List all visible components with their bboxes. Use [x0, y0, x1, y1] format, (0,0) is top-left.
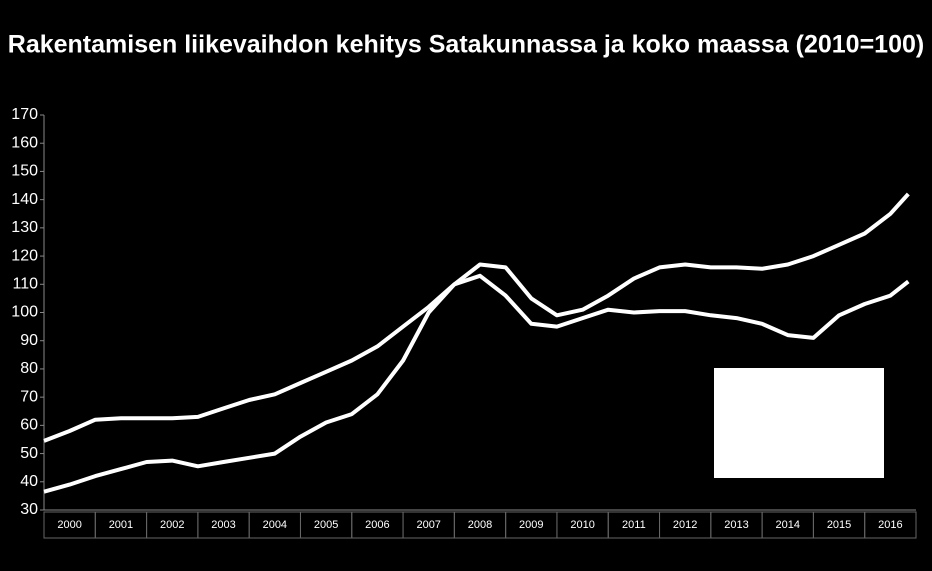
x-tick-label: 2007	[416, 519, 440, 531]
y-tick-label: 170	[11, 106, 38, 123]
series-line	[43, 192, 910, 443]
x-tick-label: 2002	[160, 519, 184, 531]
y-tick-label: 70	[20, 388, 38, 405]
series-line	[43, 273, 910, 494]
x-tick-label: 2016	[878, 519, 902, 531]
x-tick-label: 2009	[519, 519, 543, 531]
y-tick-label: 50	[20, 445, 38, 462]
y-tick-label: 100	[11, 304, 38, 321]
x-tick-label: 2012	[673, 519, 697, 531]
y-tick-label: 90	[20, 332, 38, 349]
y-tick-label: 120	[11, 247, 38, 264]
y-tick-label: 110	[12, 276, 38, 293]
y-tick-label: 30	[20, 501, 38, 518]
x-tick-label: 2010	[570, 519, 594, 531]
x-tick-label: 2014	[776, 519, 800, 531]
y-tick-label: 150	[11, 163, 38, 180]
x-tick-label: 2000	[57, 519, 81, 531]
x-tick-label: 2005	[314, 519, 338, 531]
x-category-box	[864, 511, 917, 539]
x-tick-label: 2004	[263, 519, 287, 531]
y-tick-label: 40	[20, 473, 38, 490]
x-tick-label: 2015	[827, 519, 851, 531]
x-tick-label: 2008	[468, 519, 492, 531]
y-tick-label: 130	[11, 219, 38, 236]
x-tick-label: 2011	[622, 519, 646, 531]
x-tick-label: 2006	[365, 519, 389, 531]
legend-box	[714, 368, 884, 478]
chart-title: Rakentamisen liikevaihdon kehitys Sataku…	[8, 31, 924, 59]
x-tick-label: 2013	[724, 519, 748, 531]
x-tick-label: 2003	[211, 519, 235, 531]
y-tick-label: 160	[11, 134, 38, 151]
y-tick-label: 140	[11, 191, 38, 208]
x-tick-label: 2001	[109, 519, 133, 531]
y-tick-label: 80	[20, 360, 38, 377]
y-tick-label: 60	[20, 417, 38, 434]
